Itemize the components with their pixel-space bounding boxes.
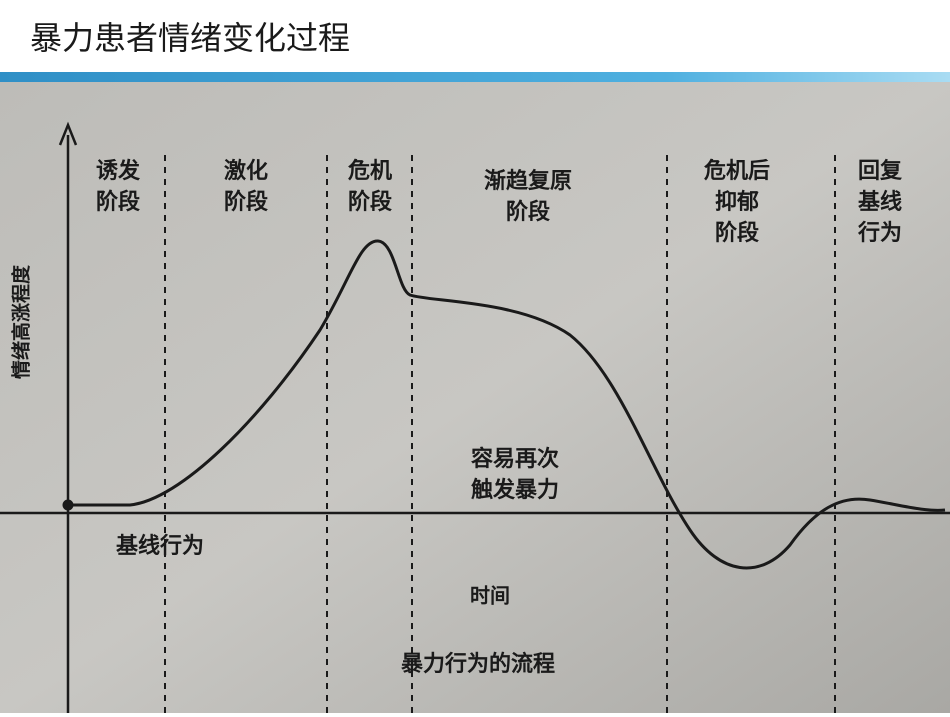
emotion-curve	[68, 239, 946, 570]
phase-label: 渐趋复原	[484, 168, 572, 194]
phase-label: 阶段	[224, 189, 268, 215]
phase-label: 阶段	[506, 199, 550, 225]
phase-label: 基线	[858, 189, 902, 215]
x-axis-label: 时间	[470, 584, 510, 608]
photo-bg	[0, 82, 950, 713]
caption: 暴力行为的流程	[400, 651, 555, 677]
y-arrow	[58, 121, 78, 146]
phase-label: 激化	[224, 158, 268, 184]
phase-label: 阶段	[348, 189, 392, 215]
phase-label: 危机	[348, 158, 392, 184]
annotation-line: 触发暴力	[471, 477, 559, 503]
slide-title: 暴力患者情绪变化过程	[30, 19, 350, 57]
baseline-label: 基线行为	[116, 533, 204, 559]
header-bg	[0, 0, 950, 80]
diagram	[0, 121, 950, 717]
phase-label: 行为	[857, 220, 902, 246]
phase-label: 阶段	[715, 220, 759, 246]
start-point	[62, 499, 74, 511]
phase-label: 危机后	[704, 158, 770, 184]
phase-label: 诱发	[96, 158, 141, 184]
phase-label: 抑郁	[715, 189, 759, 215]
annotation-line: 容易再次	[471, 446, 559, 472]
y-axis-label: 情绪高涨程度	[10, 264, 33, 379]
phase-label: 阶段	[96, 189, 140, 215]
phase-label: 回复	[858, 158, 903, 184]
header-band	[0, 72, 950, 82]
